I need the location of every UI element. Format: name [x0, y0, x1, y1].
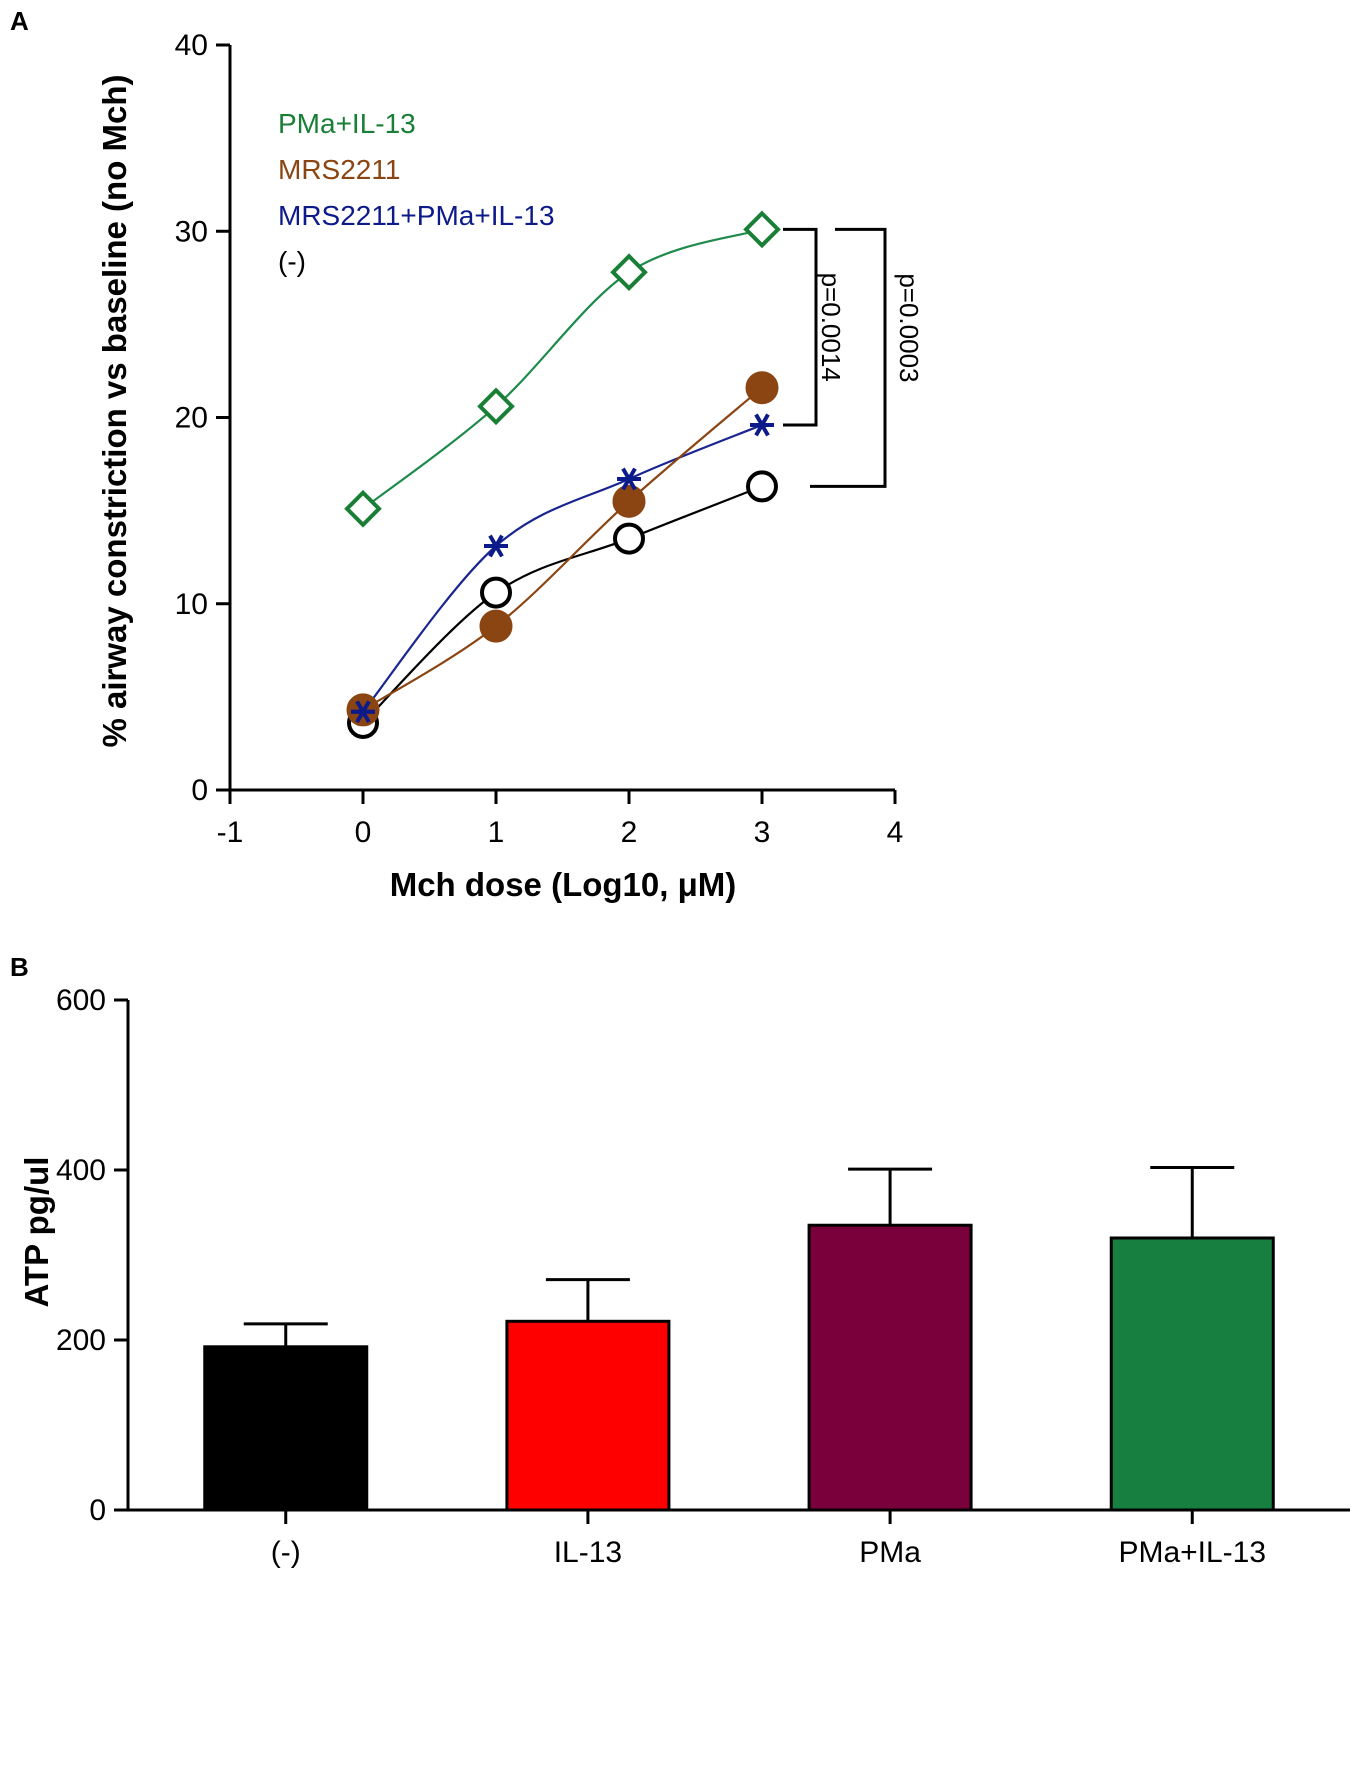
y-tick-label-b: 400 [56, 1154, 106, 1187]
data-point [479, 609, 513, 643]
p-value-label: p=0.0014 [816, 273, 846, 382]
bar [505, 1319, 671, 1512]
data-point [477, 387, 515, 426]
data-point [484, 534, 508, 558]
data-point [612, 484, 646, 518]
data-point [351, 700, 375, 724]
legend-entry: (-) [278, 246, 306, 277]
y-tick-label-a: 20 [175, 402, 208, 435]
x-tick-label-a: -1 [217, 816, 244, 849]
y-tick-label-a: 10 [175, 588, 208, 621]
y-tick-label-b: 200 [56, 1324, 106, 1357]
bar [1109, 1236, 1275, 1512]
x-category-label: PMa [859, 1536, 921, 1569]
x-tick-label-a: 3 [754, 816, 771, 849]
y-tick-label-b: 600 [56, 984, 106, 1017]
bar [807, 1223, 973, 1512]
significance-bracket [783, 227, 818, 427]
x-tick-label-a: 1 [488, 816, 505, 849]
data-point [617, 467, 641, 491]
y-tick-label-a: 40 [175, 29, 208, 62]
y-tick-label-a: 0 [191, 774, 208, 807]
series-curve [362, 485, 763, 724]
y-tick-label-a: 30 [175, 215, 208, 248]
dose-response-chart: 0 10 20 30 40 -1 0 1 2 3 4 PMa+IL-13 MRS2211 MRS2211+… [175, 29, 924, 849]
legend-entry: MRS2211 [278, 154, 400, 185]
x-axis-title-a: Mch dose (Log10, μM) [390, 866, 737, 903]
x-category-label: (-) [271, 1536, 301, 1569]
data-point [610, 253, 648, 292]
series-curve [362, 423, 763, 713]
bar [203, 1345, 369, 1512]
data-point [344, 489, 382, 528]
significance-bracket [810, 227, 887, 488]
atp-bar-chart: 0 200 400 600 (-) IL-13 PMa PMa+IL-13 [56, 984, 1350, 1569]
panel-letter-a: A [10, 6, 29, 36]
series-curve [362, 386, 763, 711]
data-point [746, 470, 778, 503]
data-point [745, 371, 779, 405]
panel-letter-b: B [10, 952, 29, 982]
y-axis-title-b: ATP pg/ul [18, 1157, 55, 1308]
x-tick-label-a: 4 [887, 816, 904, 849]
p-value-label: p=0.0003 [894, 273, 924, 382]
x-category-label: PMa+IL-13 [1118, 1536, 1266, 1569]
legend-entry: PMa+IL-13 [278, 108, 416, 139]
y-axis-title-a: % airway constriction vs baseline (no Mc… [96, 74, 133, 747]
data-point [750, 413, 774, 437]
x-tick-label-a: 0 [355, 816, 372, 849]
data-point [743, 210, 781, 249]
data-point [613, 522, 645, 555]
data-point [480, 576, 512, 609]
series-curve [362, 228, 763, 510]
legend-entry: MRS2211+PMa+IL-13 [278, 200, 555, 231]
x-category-label: IL-13 [554, 1536, 622, 1569]
x-tick-label-a: 2 [621, 816, 638, 849]
y-tick-label-b: 0 [89, 1494, 106, 1527]
